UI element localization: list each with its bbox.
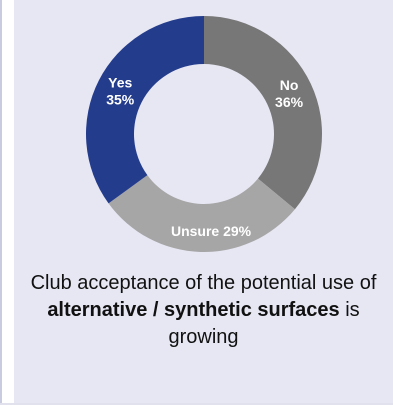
donut-chart: No 36% Unsure 29% Yes 35% (86, 16, 322, 252)
slice-label-yes: Yes 35% (106, 74, 135, 107)
slice-label-unsure: Unsure 29% (171, 223, 252, 239)
caption-text-2: is growing (168, 299, 360, 348)
caption-bold-text: alternative / synthetic surfaces (47, 299, 340, 321)
donut-slice-no (204, 16, 322, 210)
donut-slice-yes (86, 16, 204, 204)
bottom-divider (0, 403, 393, 405)
left-divider (0, 0, 2, 403)
donut-slice-unsure (108, 175, 295, 252)
slice-label-no: No 36% (275, 77, 304, 110)
caption-text-1: Club acceptance of the potential use of (30, 272, 377, 294)
chart-panel (14, 0, 393, 403)
chart-caption: Club acceptance of the potential use of … (14, 270, 393, 351)
